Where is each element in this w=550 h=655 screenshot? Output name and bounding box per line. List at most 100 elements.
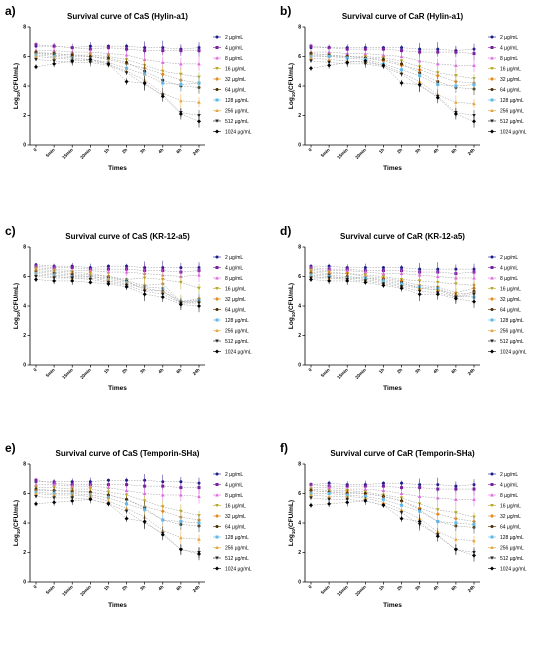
legend-marker bbox=[215, 276, 219, 280]
series-line bbox=[310, 490, 475, 528]
legend-label: 64 µg/mL bbox=[225, 524, 246, 530]
data-point bbox=[472, 292, 476, 296]
legend-marker bbox=[215, 556, 219, 560]
series-5 bbox=[34, 487, 201, 526]
legend-marker bbox=[490, 483, 494, 486]
data-point bbox=[34, 64, 38, 69]
legend-label: 2 µg/mL bbox=[225, 35, 243, 41]
series-line bbox=[35, 51, 200, 88]
x-tick-label: 1h bbox=[103, 367, 110, 374]
data-point bbox=[381, 63, 386, 68]
data-point bbox=[124, 270, 129, 274]
data-point bbox=[327, 46, 331, 50]
data-point bbox=[178, 112, 183, 117]
data-point bbox=[454, 282, 458, 286]
x-tick-label: 1h bbox=[103, 584, 110, 591]
series-1 bbox=[34, 40, 201, 55]
data-point bbox=[88, 280, 93, 285]
legend-marker bbox=[490, 129, 494, 134]
data-point bbox=[124, 516, 129, 521]
legend-marker bbox=[215, 88, 219, 91]
legend-marker bbox=[215, 67, 219, 71]
legend-marker bbox=[490, 493, 494, 497]
series-4 bbox=[34, 265, 201, 294]
legend-marker bbox=[490, 308, 494, 311]
chart-panel-e: e) Survival curve of CaS (Temporin-SHa) 0 2… bbox=[5, 441, 252, 609]
data-point bbox=[418, 74, 422, 78]
legend-label: 256 µg/mL bbox=[225, 328, 249, 334]
data-point bbox=[453, 112, 458, 117]
data-point bbox=[436, 83, 440, 87]
data-point bbox=[124, 488, 129, 493]
data-point bbox=[436, 50, 440, 54]
data-point bbox=[106, 478, 110, 482]
legend-marker bbox=[490, 56, 494, 60]
data-point bbox=[309, 496, 313, 500]
legend-label: 512 µg/mL bbox=[225, 119, 249, 125]
y-tick-label: 2 bbox=[23, 333, 26, 339]
data-point bbox=[178, 547, 183, 552]
series-line bbox=[311, 487, 474, 500]
data-point bbox=[327, 55, 331, 58]
y-tick-label: 6 bbox=[298, 274, 301, 280]
data-point bbox=[400, 486, 404, 490]
legend-label: 64 µg/mL bbox=[225, 87, 246, 93]
legend-label: 4 µg/mL bbox=[500, 265, 518, 271]
y-tick-label: 8 bbox=[23, 25, 26, 31]
series-line bbox=[36, 45, 200, 50]
data-point bbox=[125, 60, 129, 64]
series-line bbox=[36, 53, 200, 78]
series-line bbox=[310, 267, 475, 274]
x-tick-label: 3h bbox=[414, 584, 421, 591]
x-axis-title: Times bbox=[108, 385, 127, 392]
series-7 bbox=[34, 51, 201, 91]
series-line bbox=[36, 487, 200, 516]
series-9 bbox=[309, 496, 476, 558]
legend-marker bbox=[490, 255, 494, 259]
x-tick-label: 2h bbox=[121, 584, 128, 591]
series-line bbox=[311, 265, 474, 270]
series-2 bbox=[309, 43, 476, 60]
data-point bbox=[381, 500, 386, 504]
series-line bbox=[311, 47, 475, 51]
legend-marker bbox=[490, 545, 494, 549]
x-tick-label: 5min bbox=[320, 584, 331, 595]
x-tick-label: 1h bbox=[378, 584, 385, 591]
data-point bbox=[88, 490, 92, 494]
series-6 bbox=[34, 49, 201, 94]
legend-label: 2 µg/mL bbox=[500, 35, 518, 41]
x-tick-label: 4h bbox=[157, 147, 164, 154]
series-line bbox=[310, 53, 475, 90]
series-line bbox=[310, 270, 475, 286]
legend-label: 256 µg/mL bbox=[500, 328, 524, 334]
data-point bbox=[52, 56, 56, 60]
x-axis-title: Times bbox=[383, 165, 402, 172]
data-point bbox=[88, 57, 93, 62]
legend: 2 µg/mL 4 µg/mL 8 µg/mL 16 µg/mL 32 µg/mL 64 … bbox=[213, 255, 252, 355]
legend-marker bbox=[215, 493, 219, 497]
series-9 bbox=[34, 494, 201, 558]
data-point bbox=[197, 551, 201, 556]
data-point bbox=[345, 56, 349, 60]
data-point bbox=[160, 295, 165, 300]
data-point bbox=[160, 509, 165, 514]
y-axis-title: Log10(CFU/mL) bbox=[13, 283, 21, 329]
data-point bbox=[417, 59, 422, 63]
legend-label: 32 µg/mL bbox=[225, 77, 246, 83]
data-point bbox=[435, 62, 440, 66]
legend-label: 256 µg/mL bbox=[500, 545, 524, 551]
data-point bbox=[472, 119, 476, 124]
legend-label: 256 µg/mL bbox=[500, 108, 524, 114]
x-tick-label: 2h bbox=[396, 367, 403, 374]
data-point bbox=[472, 553, 476, 558]
data-point bbox=[399, 286, 404, 291]
series-line bbox=[310, 490, 475, 522]
y-tick-label: 6 bbox=[23, 54, 26, 60]
x-tick-label: 4h bbox=[432, 367, 439, 374]
data-point bbox=[327, 278, 332, 283]
data-point bbox=[418, 50, 422, 54]
legend-label: 64 µg/mL bbox=[500, 307, 521, 313]
data-point bbox=[106, 264, 110, 268]
y-tick-label: 0 bbox=[298, 580, 301, 586]
data-point bbox=[454, 537, 458, 541]
